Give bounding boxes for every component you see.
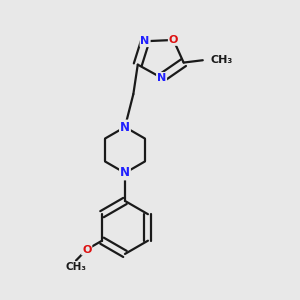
Text: N: N [157, 73, 166, 83]
Text: N: N [120, 121, 130, 134]
Text: CH₃: CH₃ [210, 55, 233, 65]
Text: CH₃: CH₃ [65, 262, 86, 272]
Text: O: O [82, 244, 92, 254]
Text: N: N [140, 36, 150, 46]
Text: O: O [169, 35, 178, 45]
Text: N: N [120, 167, 130, 179]
